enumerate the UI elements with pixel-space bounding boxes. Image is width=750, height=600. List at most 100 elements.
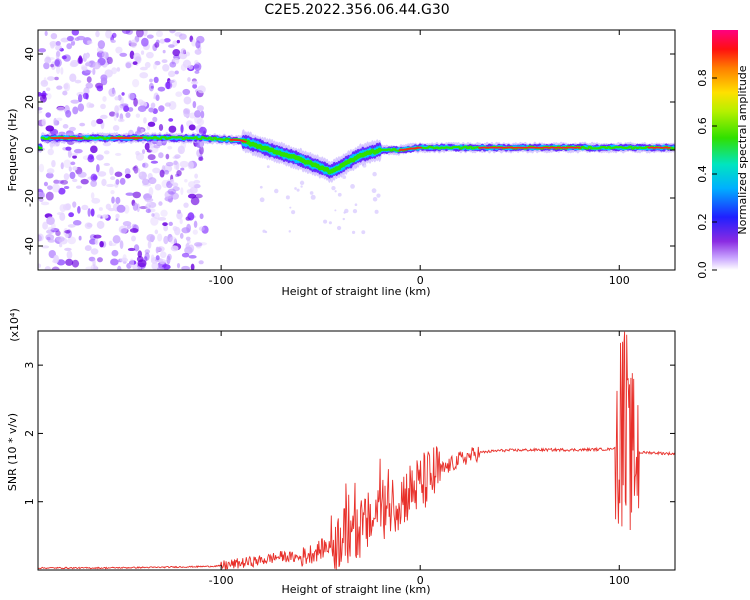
spectrogram-noise-cell: [77, 171, 87, 178]
spectrogram-noise-cell: [187, 77, 191, 82]
spectrogram-noise-cell: [146, 34, 154, 39]
spectrogram-noise-cell: [198, 260, 204, 265]
spectrogram-noise-cell: [158, 105, 165, 112]
spectrogram-noise-cell: [53, 117, 58, 126]
spectrogram-noise-cell: [150, 160, 159, 164]
spectrogram-noise-cell: [153, 76, 159, 84]
spectrogram-noise-cell: [160, 251, 167, 259]
spectrogram-noise-cell: [194, 49, 202, 55]
spectrogram-noise-cell: [77, 56, 84, 65]
spectrogram-noise-cell: [47, 148, 54, 156]
spectrogram-noise-cell: [68, 212, 74, 218]
spectrogram-noise-cell: [150, 85, 154, 89]
spectrogram-noise-cell: [44, 266, 51, 270]
spectrogram-xtick-label: -100: [209, 274, 234, 287]
spectrogram-noise-cell: [169, 30, 176, 34]
spectrogram-noise-cell: [56, 85, 63, 90]
spectrogram-noise-cell: [133, 244, 140, 252]
spectrogram-sparse-cell: [376, 193, 381, 198]
spectrogram-sparse-cell: [289, 206, 292, 209]
spectrogram-noise-cell: [152, 167, 161, 174]
spectrogram-noise-cell: [132, 191, 142, 199]
spectrogram-noise-cell: [109, 166, 114, 176]
spectrogram-noise-cell: [140, 128, 145, 133]
spectrogram-noise-cell: [142, 162, 149, 169]
spectrogram-noise-cell: [100, 103, 106, 110]
spectrogram-noise-cell: [133, 167, 141, 174]
spectrogram-noise-cell: [172, 186, 180, 192]
spectrogram-noise-cell: [125, 192, 135, 196]
spectrogram-noise-cell: [97, 171, 107, 177]
spectrogram-noise-cell: [85, 266, 95, 270]
spectrogram-noise-cell: [108, 88, 116, 97]
spectrogram-noise-cell: [84, 40, 88, 45]
spectrogram-noise-cell: [197, 85, 206, 94]
spectrogram-noise-cell: [196, 118, 205, 126]
spectrogram-noise-cell: [105, 30, 113, 39]
spectrogram-noise-cell: [116, 105, 124, 111]
spectrogram-noise-cell: [109, 243, 117, 247]
spectrogram-noise-cell: [41, 118, 47, 127]
spectrogram-noise-cell: [155, 246, 159, 254]
spectrogram-ridge-cell: [212, 136, 217, 139]
spectrogram-noise-cell: [150, 102, 156, 109]
spectrogram-noise-cell: [135, 113, 141, 118]
spectrogram-noise-cell: [120, 228, 128, 234]
spectrogram-noise-cell: [146, 201, 152, 206]
spectrogram-noise-cell: [144, 197, 154, 203]
spectrogram-noise-cell: [50, 63, 54, 68]
spectrogram-noise-cell: [167, 79, 175, 84]
spectrogram-noise-cell: [177, 145, 185, 155]
spectrogram-noise-cell: [179, 160, 189, 168]
spectrogram-ridge-cell: [671, 147, 675, 150]
spectrogram-noise-cell: [54, 76, 59, 81]
spectrogram-peak-cell: [667, 146, 671, 149]
colorbar-tick-label: 0.4: [696, 165, 709, 183]
spectrogram-noise-cell: [102, 96, 107, 102]
spectrogram-noise-cell: [167, 78, 171, 83]
spectrogram-noise-cell: [146, 51, 154, 59]
spectrogram-noise-cell: [193, 220, 198, 228]
spectrogram-noise-cell: [180, 124, 184, 134]
spectrogram-noise-cell: [111, 196, 115, 204]
spectrogram-noise-cell: [64, 229, 71, 234]
spectrogram-noise-cell: [43, 181, 48, 187]
spectrogram-noise-cell: [106, 56, 113, 65]
spectrogram-noise-cell: [56, 65, 61, 75]
spectrogram-noise-cell: [174, 70, 179, 75]
spectrogram-noise-cell: [164, 102, 171, 107]
spectrogram-xtick-label: 100: [609, 274, 630, 287]
spectrogram-noise-cell: [99, 240, 104, 248]
spectrogram-noise-cell: [55, 41, 61, 47]
spectrogram-noise-cell: [70, 161, 76, 166]
snr-xtick-label: 100: [609, 574, 630, 587]
spectrogram-noise-cell: [49, 40, 58, 47]
spectrogram-noise-cell: [71, 30, 80, 36]
spectrogram-noise-cell: [90, 145, 98, 154]
spectrogram-noise-cell: [199, 146, 204, 155]
spectrogram-noise-cell: [56, 259, 66, 266]
spectrogram-noise-cell: [193, 64, 200, 69]
spectrogram-noise-cell: [116, 67, 121, 72]
spectrogram-noise-cell: [176, 211, 183, 220]
spectrogram-sparse-cell: [354, 203, 358, 207]
spectrogram-noise-cell: [38, 234, 42, 242]
spectrogram-noise-cell: [183, 202, 189, 208]
spectrogram-sparse-cell: [285, 195, 290, 200]
spectrogram-noise-cell: [135, 30, 144, 38]
spectrogram-sparse-cell: [328, 221, 332, 225]
spectrogram-panel: -100 0 100 -40 -20 0 20 40 Height of straight l…: [6, 29, 676, 298]
colorbar-tick-label: 0.2: [696, 213, 709, 231]
spectrogram-noise-cell: [192, 100, 197, 109]
spectrogram-noise-cell: [59, 212, 66, 221]
spectrogram-sparse-cell: [371, 188, 377, 194]
spectrogram-noise-cell: [117, 94, 122, 101]
spectrogram-noise-cell: [86, 222, 93, 228]
spectrogram-noise-cell: [96, 164, 100, 173]
spectrogram-noise-cell: [144, 61, 151, 69]
spectrogram-noise-cell: [172, 182, 179, 187]
spectrogram-noise-cell: [114, 152, 122, 156]
spectrogram-noise-cell: [147, 240, 152, 249]
spectrogram-noise-cell: [132, 61, 138, 65]
spectrogram-noise-cell: [149, 78, 153, 83]
